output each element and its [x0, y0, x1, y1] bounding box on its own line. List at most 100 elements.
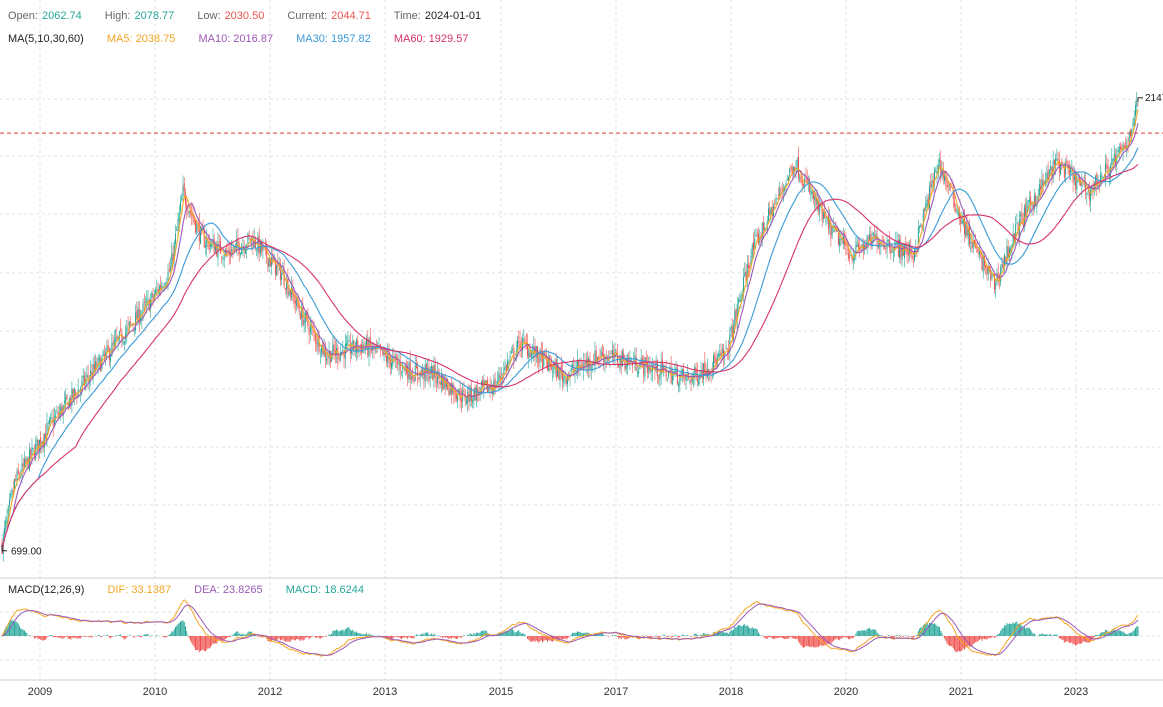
candle-body: [440, 376, 442, 386]
candle-body: [1112, 159, 1114, 161]
candle-body: [96, 363, 98, 369]
candle-body: [857, 243, 859, 249]
candle-body: [232, 249, 234, 251]
current-label: Current:: [287, 10, 328, 22]
candle-body: [371, 348, 373, 352]
candle-body: [907, 251, 909, 256]
candle-body: [316, 343, 318, 345]
candle-body: [924, 208, 926, 211]
ma60-line: [1, 163, 1139, 554]
ma60-legend: MA60: 1929.57: [393, 33, 469, 45]
candle-body: [726, 349, 728, 351]
candle-body: [470, 387, 472, 402]
candle-body: [608, 359, 610, 361]
candle-body: [404, 366, 406, 371]
candle-body: [512, 349, 514, 351]
candle-body: [704, 361, 706, 374]
candle-body: [745, 271, 747, 281]
candle-body: [198, 222, 200, 242]
candle-body: [814, 196, 816, 201]
candle-body: [1133, 118, 1135, 125]
max-marker: [1137, 97, 1143, 102]
candle-body: [866, 235, 868, 249]
candle-body: [282, 271, 284, 275]
candle-body: [802, 184, 804, 187]
candle-body: [729, 334, 731, 353]
candle-body: [891, 250, 893, 253]
candle-body: [203, 232, 205, 248]
candle-body: [528, 350, 530, 359]
candle-body: [1110, 166, 1112, 178]
candle-body: [389, 356, 391, 367]
candle-body: [100, 359, 102, 372]
candle-body: [136, 310, 138, 320]
candle-body: [244, 249, 246, 254]
candle-body: [442, 374, 444, 390]
candle-body: [675, 368, 677, 374]
candle-body: [160, 285, 162, 289]
candle-body: [889, 238, 891, 248]
candle-body: [690, 379, 692, 384]
candle-body: [720, 351, 722, 356]
candle-body: [193, 217, 195, 222]
candle-body: [1045, 180, 1047, 183]
candle-body: [567, 376, 569, 385]
candle-body: [40, 437, 42, 447]
candle-body: [1085, 183, 1087, 193]
candle-body: [138, 309, 140, 324]
candle-body: [175, 233, 177, 244]
candle-body: [884, 246, 886, 248]
candle-body: [940, 159, 942, 175]
candle-body: [484, 380, 486, 384]
candle-body: [1096, 173, 1098, 187]
candle-body: [176, 229, 178, 231]
candle-body: [482, 379, 484, 387]
candle-body: [122, 341, 124, 344]
candle-body: [399, 361, 401, 371]
candle-body: [876, 235, 878, 247]
candle-body: [1060, 162, 1062, 174]
candle-body: [135, 312, 137, 331]
candle-body: [1075, 171, 1077, 190]
candle-body: [256, 249, 258, 251]
candle-body: [769, 209, 771, 215]
open-value: 2062.74: [41, 10, 82, 22]
candle-body: [430, 365, 432, 374]
candle-body: [1035, 195, 1037, 206]
candle-body: [177, 218, 179, 230]
candle-body: [393, 355, 395, 357]
candle-body: [204, 244, 206, 248]
candle-body: [458, 388, 460, 395]
candle-body: [417, 367, 419, 377]
candle-body: [111, 342, 113, 357]
candle-body: [641, 357, 643, 361]
candle-body: [20, 476, 22, 477]
candle-body: [56, 410, 58, 413]
candle-body: [301, 307, 303, 319]
candle-body: [780, 189, 782, 191]
candle-body: [706, 368, 708, 378]
candle-body: [809, 183, 811, 193]
candle-body: [1016, 222, 1018, 224]
candle-body: [216, 245, 218, 256]
candle-body: [666, 378, 668, 380]
candle-body: [649, 364, 651, 373]
candle-body: [962, 216, 964, 224]
ohlc-legend: Open: 2062.74 High: 2078.77 Low: 2030.50 Cu…: [8, 10, 485, 22]
candle-body: [819, 203, 821, 214]
candle-body: [874, 235, 876, 238]
candle-body: [957, 208, 959, 216]
candle-body: [7, 506, 9, 515]
candle-body: [573, 366, 575, 372]
candle-body: [929, 185, 931, 209]
candle-body: [831, 225, 833, 236]
candle-body: [658, 376, 660, 378]
candle-body: [93, 364, 95, 370]
candle-body: [978, 251, 980, 255]
candle-body: [986, 265, 988, 275]
candle-body: [374, 348, 376, 350]
candle-body: [108, 348, 110, 361]
candle-body: [231, 249, 233, 256]
